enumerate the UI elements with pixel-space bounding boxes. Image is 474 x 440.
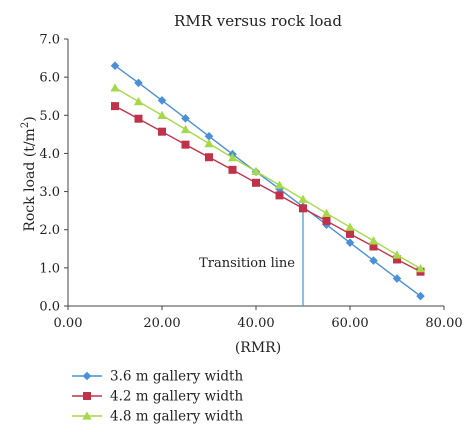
y-tick-label: 2.0: [39, 223, 60, 238]
data-point: [181, 140, 190, 149]
data-point: [204, 138, 214, 148]
data-point: [157, 96, 167, 105]
y-tick-label: 5.0: [39, 109, 60, 124]
transition-line-label: Transition line: [199, 256, 295, 271]
legend-label: 3.6 m gallery width: [110, 369, 243, 385]
x-tick-label: 0.00: [54, 316, 83, 331]
data-point: [111, 102, 119, 111]
data-point: [134, 114, 143, 123]
data-point: [227, 153, 238, 162]
x-tick-label: 80.00: [425, 316, 462, 331]
data-point: [368, 236, 379, 245]
data-point: [134, 78, 143, 88]
data-point: [346, 229, 354, 238]
data-point: [110, 61, 120, 70]
data-point: [228, 165, 237, 174]
legend-marker: [82, 371, 92, 381]
series-3: [110, 83, 426, 273]
data-point: [322, 216, 331, 225]
legend-label: 4.8 m gallery width: [110, 409, 243, 425]
data-point: [275, 191, 284, 200]
legend-item: 4.8 m gallery width: [72, 409, 243, 425]
data-point: [369, 242, 378, 251]
annotation-layer: Transition line: [199, 208, 304, 306]
series-line: [114, 87, 421, 270]
legend-label: 4.2 m gallery width: [110, 389, 243, 405]
series-2: [111, 102, 425, 276]
y-tick-label: 4.0: [39, 147, 60, 162]
data-point: [392, 274, 402, 283]
series-line: [114, 65, 421, 297]
y-tick-label: 1.0: [39, 261, 60, 276]
data-point: [345, 238, 355, 247]
x-axis-label: (RMR): [235, 340, 281, 356]
data-point: [299, 204, 307, 213]
data-point: [205, 153, 213, 162]
y-tick-label: 0.0: [39, 300, 60, 315]
data-point: [204, 131, 214, 141]
legend-marker: [83, 392, 91, 400]
data-point: [110, 83, 120, 92]
data-point: [157, 110, 167, 119]
data-point: [416, 291, 425, 301]
chart-title: RMR versus rock load: [174, 12, 342, 30]
data-point: [133, 96, 144, 106]
data-point: [415, 264, 426, 273]
y-tick-label: 6.0: [39, 71, 60, 86]
legend-item: 3.6 m gallery width: [72, 369, 243, 385]
legend-item: 4.2 m gallery width: [72, 389, 243, 405]
y-tick-label: 3.0: [39, 185, 60, 200]
data-point: [369, 256, 378, 265]
data-point: [181, 114, 190, 123]
legend: 3.6 m gallery width 4.2 m gallery width 4.…: [72, 369, 243, 425]
data-point: [321, 208, 332, 217]
x-tick-label: 60.00: [331, 316, 368, 331]
series-layer: [110, 61, 426, 301]
data-point: [345, 222, 355, 231]
data-point: [158, 127, 166, 136]
axes: 0.0 1.0 2.0 3.0 4.0 5.0 6.0 7.0 0.00 20.00 40.00 60…: [39, 33, 462, 332]
y-tick-label: 7.0: [39, 33, 60, 48]
x-tick-label: 40.00: [237, 316, 274, 331]
y-axis-label-superscript: 2: [20, 122, 31, 128]
data-point: [298, 194, 308, 203]
data-point: [392, 250, 402, 259]
data-point: [274, 180, 285, 189]
y-axis-label: Rock load (t/m2): [20, 116, 38, 231]
legend-marker: [82, 411, 92, 420]
data-point: [180, 124, 191, 134]
data-point: [393, 255, 401, 264]
data-point: [252, 178, 260, 187]
data-point: [251, 166, 261, 176]
x-tick-label: 20.00: [143, 316, 180, 331]
